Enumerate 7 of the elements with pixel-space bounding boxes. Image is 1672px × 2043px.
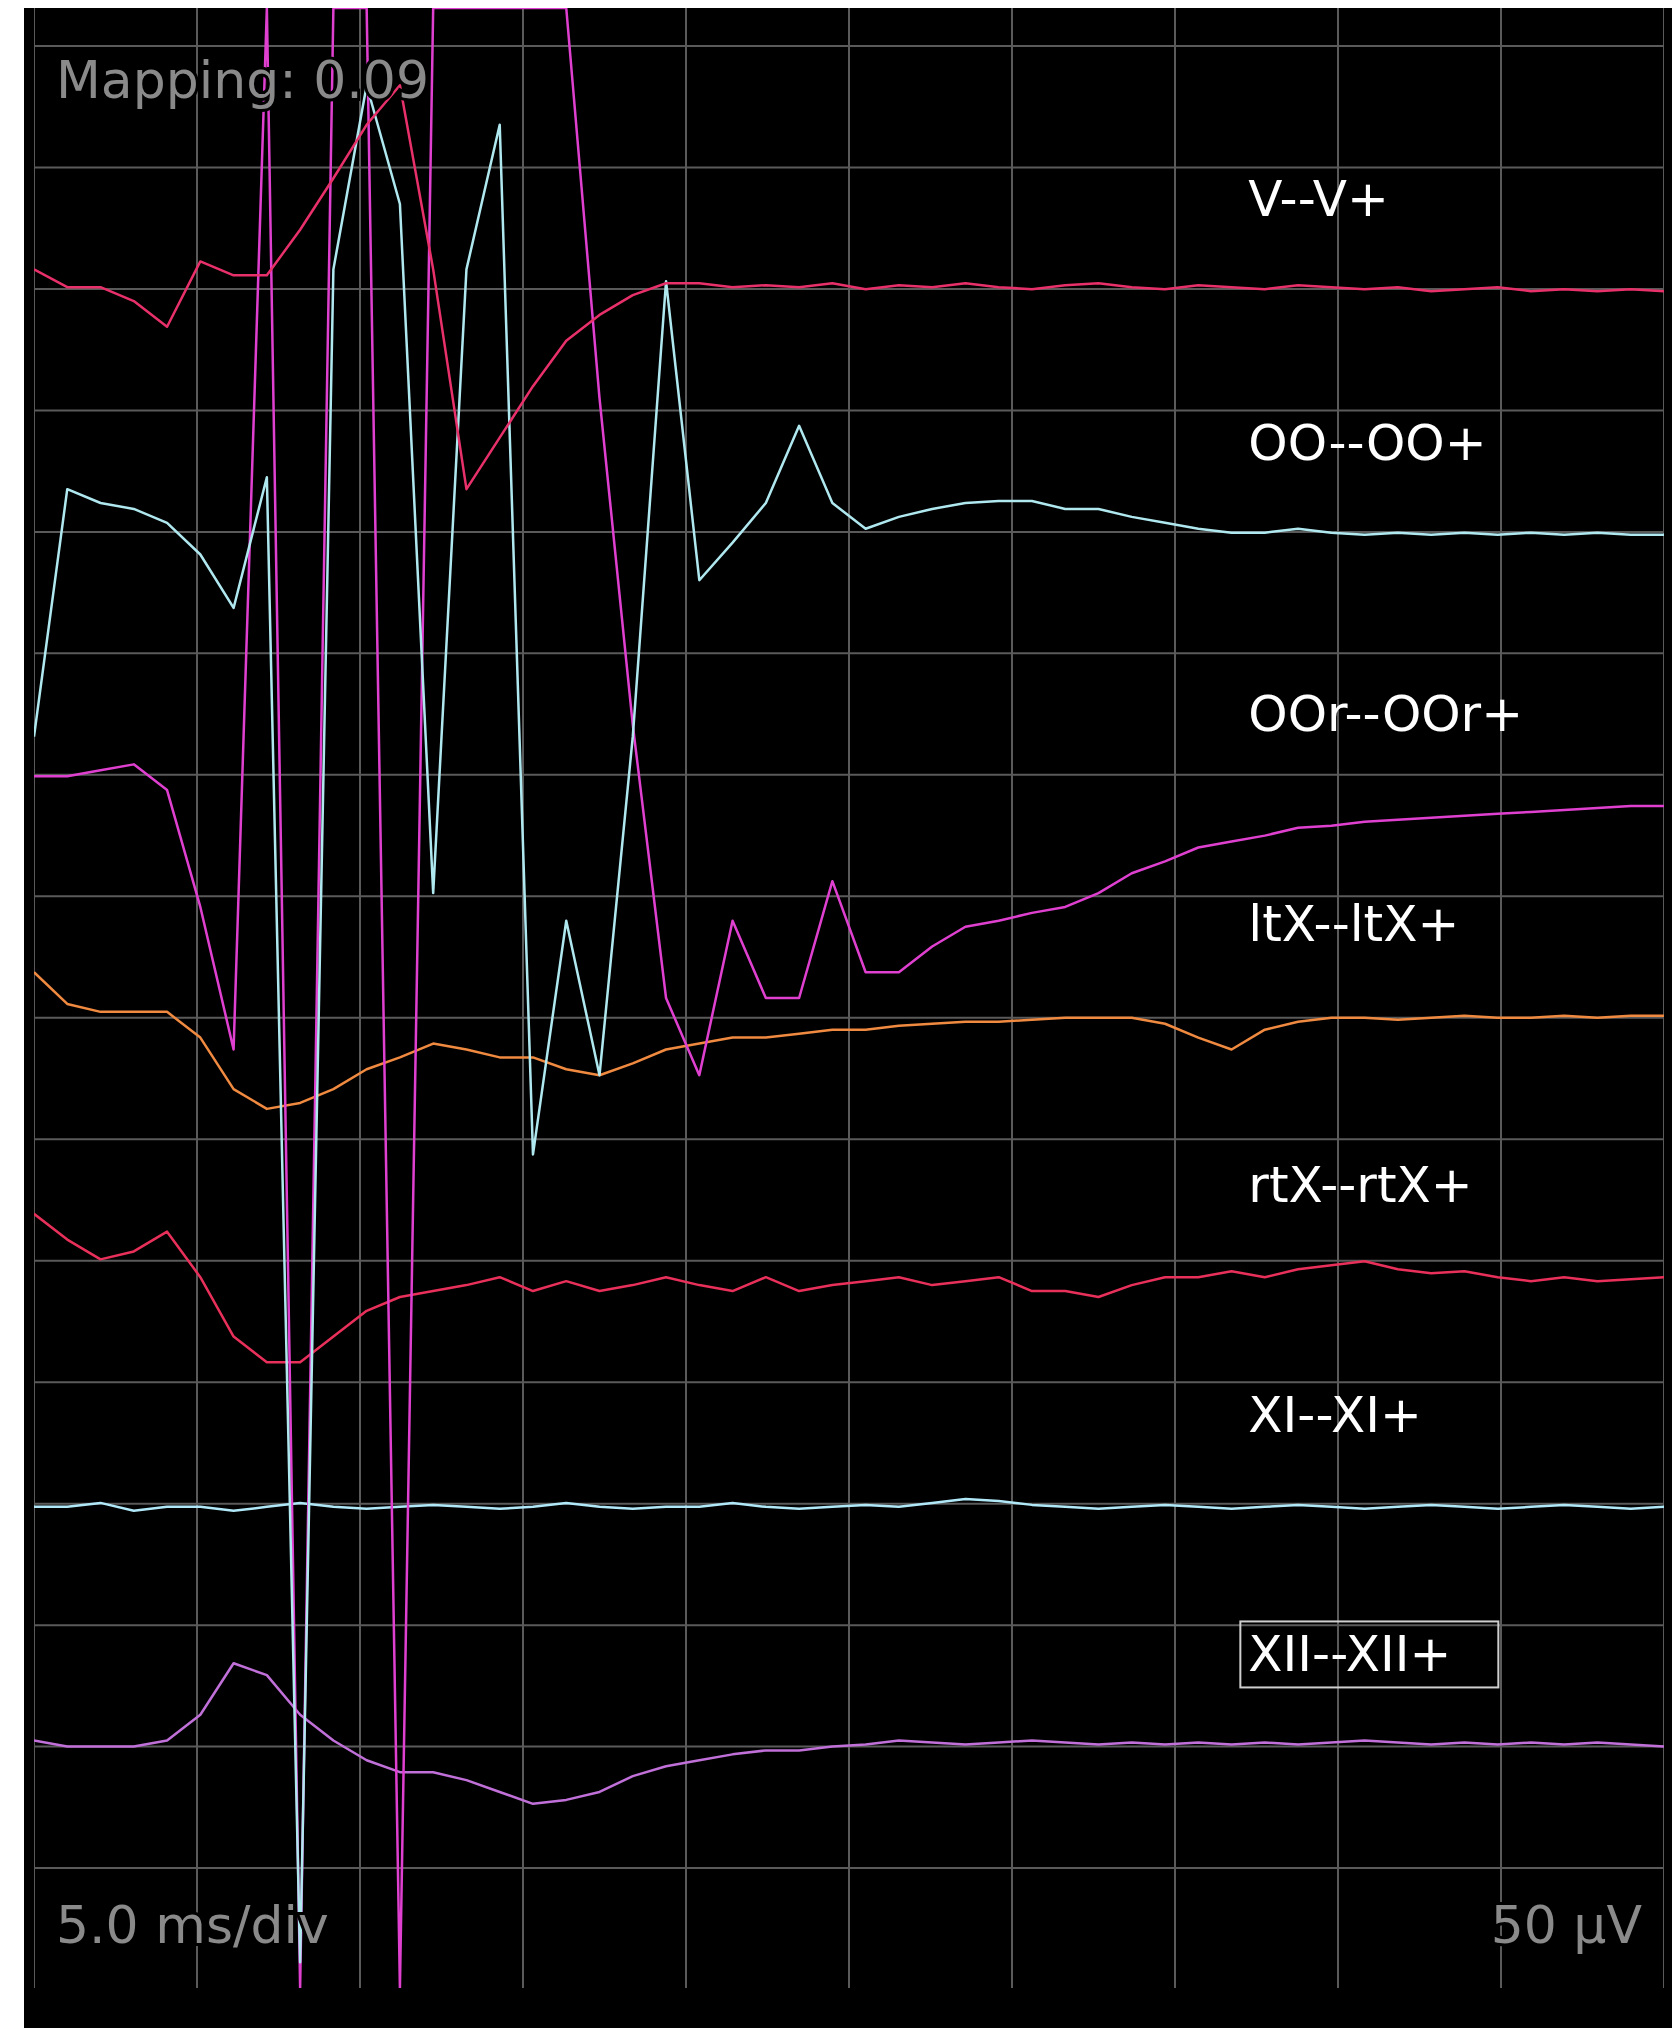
series-label: rtX--rtX+ <box>1248 1156 1473 1215</box>
series-label: XI--XI+ <box>1248 1385 1422 1444</box>
series-label: ltX--ltX+ <box>1248 894 1460 953</box>
series-label: XII--XII+ <box>1248 1625 1452 1684</box>
series-label: OOr--OOr+ <box>1248 684 1524 743</box>
series-label: OO--OO+ <box>1248 413 1487 472</box>
series-label: V--V+ <box>1248 170 1389 229</box>
